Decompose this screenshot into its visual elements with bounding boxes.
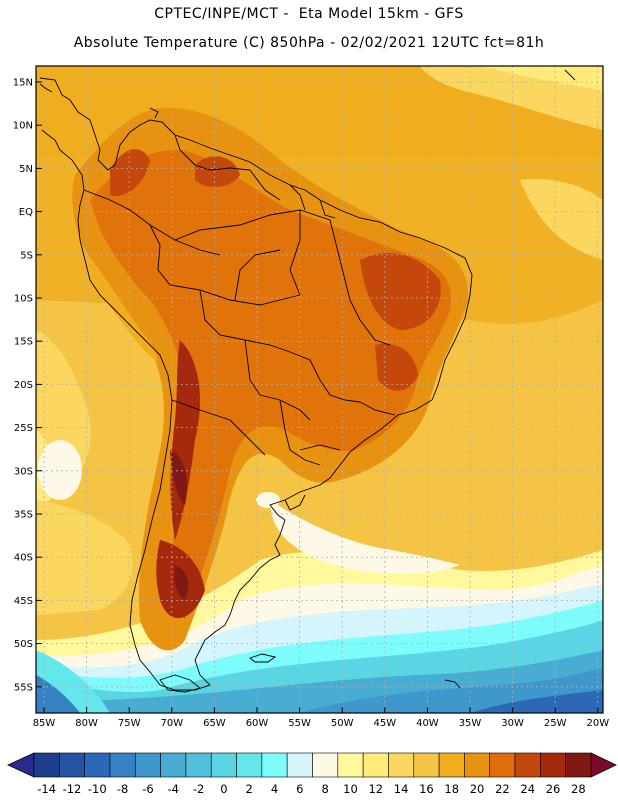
colorbar-label: 14 [394, 782, 409, 796]
colorbar-swatch [286, 752, 313, 778]
lon-tick-label: 30W [501, 718, 524, 729]
colorbar-label: -8 [117, 782, 128, 796]
colorbar-label: 10 [343, 782, 358, 796]
colorbar-label: 22 [495, 782, 510, 796]
colorbar-swatch [438, 752, 465, 778]
graticule [36, 66, 603, 713]
colorbar-swatch [514, 752, 541, 778]
lat-tick-label: EQ [19, 207, 33, 218]
lon-tick-label: 20W [586, 718, 609, 729]
colorbar-swatch [210, 752, 237, 778]
colorbar-swatch [362, 752, 389, 778]
colorbar-extend-high [590, 752, 617, 778]
colorbar-label: -12 [63, 782, 82, 796]
map-frame [35, 65, 604, 714]
colorbar-swatch [337, 752, 364, 778]
colorbar-label: 2 [246, 782, 253, 796]
colorbar-label: -10 [88, 782, 107, 796]
longitude-tick-labels: 85W 80W 75W 70W 65W 60W 55W 50W 45W 40W 35W 30W 25W 2… [33, 718, 610, 729]
lon-tick-label: 50W [331, 718, 354, 729]
colorbar-swatch [84, 752, 111, 778]
lat-tick-label: 40S [14, 553, 33, 564]
lon-tick-label: 55W [288, 718, 311, 729]
lat-tick-label: 5S [20, 250, 33, 261]
colorbar-swatch [236, 752, 263, 778]
colorbar-label: -4 [168, 782, 179, 796]
lon-tick-label: 85W [33, 718, 56, 729]
colorbar-swatch [312, 752, 339, 778]
lat-tick-label: 20S [14, 380, 33, 391]
colorbar-label: 4 [271, 782, 278, 796]
lat-tick-label: 15N [13, 78, 33, 89]
lon-tick-label: 40W [416, 718, 439, 729]
lon-tick-label: 45W [373, 718, 396, 729]
lat-tick-label: 10S [14, 294, 33, 305]
colorbar-label: 16 [419, 782, 434, 796]
colorbar-swatch [413, 752, 440, 778]
colorbar-label: -2 [193, 782, 204, 796]
colorbar-swatch [388, 752, 415, 778]
colorbar-label: 12 [368, 782, 383, 796]
colorbar-swatch [185, 752, 212, 778]
colorbar-label: -6 [142, 782, 153, 796]
colorbar-label: 26 [546, 782, 561, 796]
lon-tick-label: 80W [75, 718, 98, 729]
lat-tick-label: 25S [14, 423, 33, 434]
colorbar-label: 20 [470, 782, 485, 796]
lon-tick-label: 25W [544, 718, 567, 729]
colorbar-swatch [540, 752, 566, 778]
colorbar-label: -14 [37, 782, 56, 796]
colorbar-label: 0 [220, 782, 227, 796]
colorbar-swatch [489, 752, 516, 778]
colorbar-swatch [464, 752, 491, 778]
lat-tick-label: 55S [14, 682, 33, 693]
lat-tick-label: 35S [14, 510, 33, 521]
colorbar-swatch [565, 752, 592, 778]
lon-tick-label: 75W [118, 718, 141, 729]
colorbar-swatch [134, 752, 161, 778]
colorbar-swatch [261, 752, 288, 778]
lon-tick-label: 35W [459, 718, 482, 729]
colorbar: -14 -12 -10 -8 -6 -4 -2 0 2 4 6 8 10 12 14 16 18 20 22 24 26… [7, 752, 617, 796]
lon-tick-label: 70W [160, 718, 183, 729]
colorbar-label: 18 [444, 782, 459, 796]
lat-tick-label: 50S [14, 639, 33, 650]
lat-tick-label: 10N [13, 121, 33, 132]
colorbar-label: 28 [571, 782, 586, 796]
colorbar-swatch [160, 752, 187, 778]
lat-tick-label: 45S [14, 596, 33, 607]
lon-tick-label: 65W [203, 718, 226, 729]
colorbar-swatch [59, 752, 85, 778]
latitude-tick-labels: 15N 10N 5N EQ 5S 10S 15S 20S 25S 30S 35S 40S 45S 50S 5… [13, 78, 33, 694]
lat-tick-label: 30S [14, 466, 33, 477]
chart-title-line-2: Absolute Temperature (C) 850hPa - 02/02/… [73, 35, 545, 51]
lat-tick-label: 5N [19, 164, 33, 175]
lon-tick-label: 60W [246, 718, 269, 729]
colorbar-swatch [33, 752, 60, 778]
colorbar-label: 6 [296, 782, 303, 796]
colorbar-label: 8 [321, 782, 328, 796]
colorbar-label: 24 [520, 782, 535, 796]
temperature-field [36, 66, 603, 713]
colorbar-extend-low [7, 752, 35, 778]
chart-title-line-1: CPTEC/INPE/MCT - Eta Model 15km - GFS [154, 6, 464, 22]
lat-tick-label: 15S [14, 337, 33, 348]
coastline-and-borders [39, 69, 576, 693]
colorbar-swatch [109, 752, 136, 778]
